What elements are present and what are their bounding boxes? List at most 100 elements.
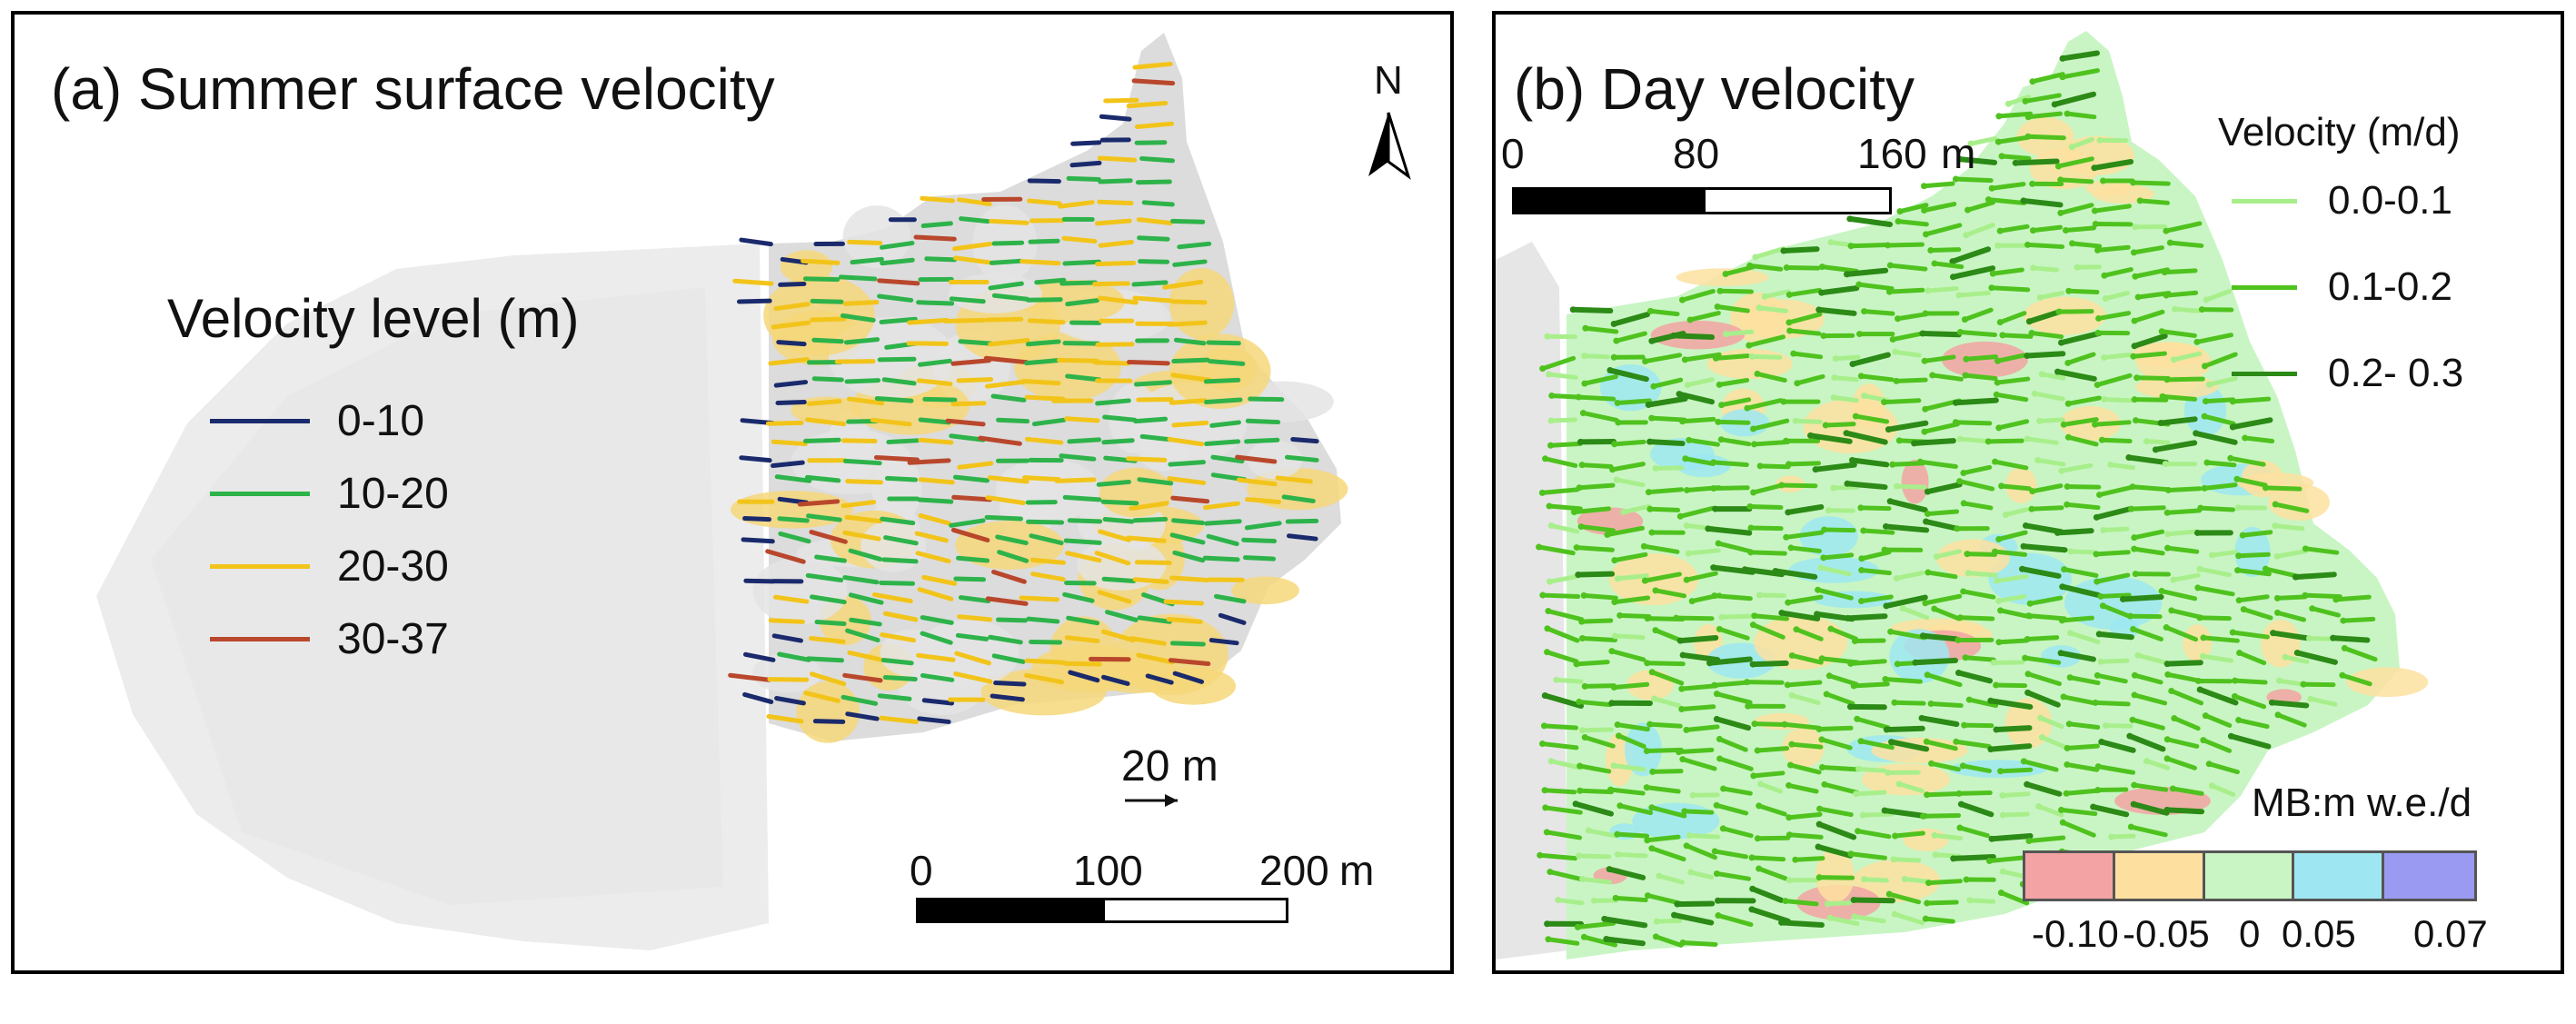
velocity-vector-head	[1845, 614, 1852, 621]
velocity-vector-head	[2093, 513, 2100, 521]
velocity-vector	[2108, 462, 2136, 471]
velocity-patch	[995, 458, 1100, 522]
velocity-vector	[834, 359, 876, 364]
velocity-vector	[951, 494, 993, 502]
legend-item-20-30: 20-30	[210, 542, 449, 592]
velocity-vector-head	[1547, 442, 1554, 449]
velocity-vector	[1894, 483, 1927, 490]
velocity-vector	[1894, 571, 1925, 581]
velocity-vector-head	[1932, 851, 1939, 859]
velocity-vector	[1987, 698, 2034, 710]
velocity-vector-head	[1648, 414, 1656, 422]
velocity-vector	[914, 531, 949, 543]
velocity-vector	[1785, 594, 1824, 605]
velocity-vector-head	[1812, 466, 1819, 473]
velocity-vector	[739, 455, 772, 463]
velocity-vector	[1712, 593, 1753, 601]
velocity-vector	[1854, 790, 1887, 797]
legend-item-30-37: 30-37	[210, 614, 449, 664]
velocity-vector	[2202, 482, 2238, 491]
velocity-vector	[810, 594, 847, 605]
velocity-vector-head	[1924, 791, 1931, 799]
glacier-hillshade	[1496, 242, 1568, 959]
velocity-vector-head	[2132, 224, 2139, 231]
velocity-vector-head	[1544, 649, 1551, 656]
velocity-vector-head	[1993, 391, 2000, 398]
velocity-vector	[1024, 672, 1065, 685]
velocity-vector	[1556, 898, 1585, 906]
velocity-vector-head	[1547, 578, 1554, 585]
velocity-vector-head	[1966, 897, 1974, 904]
velocity-vector-head	[1717, 436, 1725, 443]
velocity-vector	[1833, 354, 1861, 362]
velocity-vector	[1828, 626, 1858, 641]
velocity-vector	[814, 554, 848, 563]
velocity-vector	[1963, 373, 1998, 382]
velocity-vector	[1171, 420, 1209, 428]
velocity-vector-head	[2274, 711, 2282, 719]
velocity-vector-head	[1995, 535, 2003, 542]
velocity-vector-head	[1782, 898, 1789, 905]
velocity-vector-head	[1881, 807, 1888, 814]
velocity-vector-head	[1608, 700, 1616, 707]
velocity-vector	[806, 656, 844, 663]
velocity-vector-head	[2268, 699, 2275, 706]
velocity-vector-head	[1590, 897, 1597, 904]
velocity-vector-head	[1542, 455, 1549, 462]
velocity-vector-head	[1911, 440, 1918, 447]
velocity-vector	[1615, 831, 1650, 839]
velocity-vector	[1547, 870, 1584, 882]
velocity-vector-head	[2051, 101, 2058, 108]
velocity-vector-head	[1858, 598, 1865, 605]
velocity-vector-head	[1616, 802, 1624, 810]
velocity-vector-head	[1579, 876, 1586, 883]
scale-tick-80: 80	[1673, 130, 1720, 177]
velocity-vector	[2243, 435, 2275, 444]
velocity-vector	[1578, 524, 1616, 533]
velocity-vector	[1576, 699, 1613, 708]
velocity-vector-head	[2066, 674, 2074, 681]
velocity-vector	[849, 617, 882, 627]
velocity-vector	[1612, 595, 1651, 605]
velocity-vector	[1168, 460, 1207, 467]
velocity-vector-head	[2200, 634, 2207, 641]
velocity-vector-head	[2068, 144, 2075, 151]
velocity-vector	[1134, 121, 1175, 130]
velocity-vector-head	[2038, 734, 2045, 741]
velocity-vector-head	[1780, 398, 1787, 405]
velocity-vector-head	[1984, 196, 1992, 204]
velocity-vector	[2094, 550, 2131, 557]
velocity-vector	[1615, 398, 1652, 405]
velocity-vector-head	[1778, 610, 1785, 617]
velocity-vector	[2060, 50, 2100, 62]
velocity-vector	[1548, 417, 1577, 423]
velocity-vector-head	[2234, 567, 2242, 574]
velocity-vector	[2230, 417, 2273, 431]
velocity-vector	[1989, 832, 2034, 842]
velocity-vector	[2172, 715, 2201, 731]
velocity-vector	[1136, 217, 1173, 226]
velocity-vector	[959, 216, 990, 224]
velocity-vector-head	[1573, 544, 1580, 552]
velocity-vector-head	[1712, 354, 1719, 362]
velocity-vector	[2060, 820, 2096, 838]
velocity-vector	[1067, 518, 1103, 524]
velocity-vector-head	[2002, 512, 2009, 519]
velocity-vector	[1031, 417, 1067, 427]
velocity-vector	[1545, 626, 1580, 643]
velocity-vector-head	[1610, 353, 1617, 361]
velocity-vector-head	[2201, 363, 2208, 370]
velocity-vector	[1816, 725, 1854, 732]
velocity-vector	[1025, 436, 1064, 445]
velocity-vector-head	[2097, 592, 2104, 600]
velocity-vector-head	[1576, 698, 1583, 705]
velocity-vector	[1096, 479, 1131, 487]
velocity-vector-head	[1787, 544, 1795, 552]
velocity-vector-head	[2074, 263, 2081, 271]
velocity-vector-head	[1785, 319, 1793, 326]
velocity-vector-head	[1720, 785, 1727, 792]
velocity-vector	[1961, 501, 1994, 511]
velocity-vector-head	[1885, 426, 1892, 433]
velocity-vector	[1642, 572, 1682, 583]
velocity-vector	[2066, 721, 2101, 730]
